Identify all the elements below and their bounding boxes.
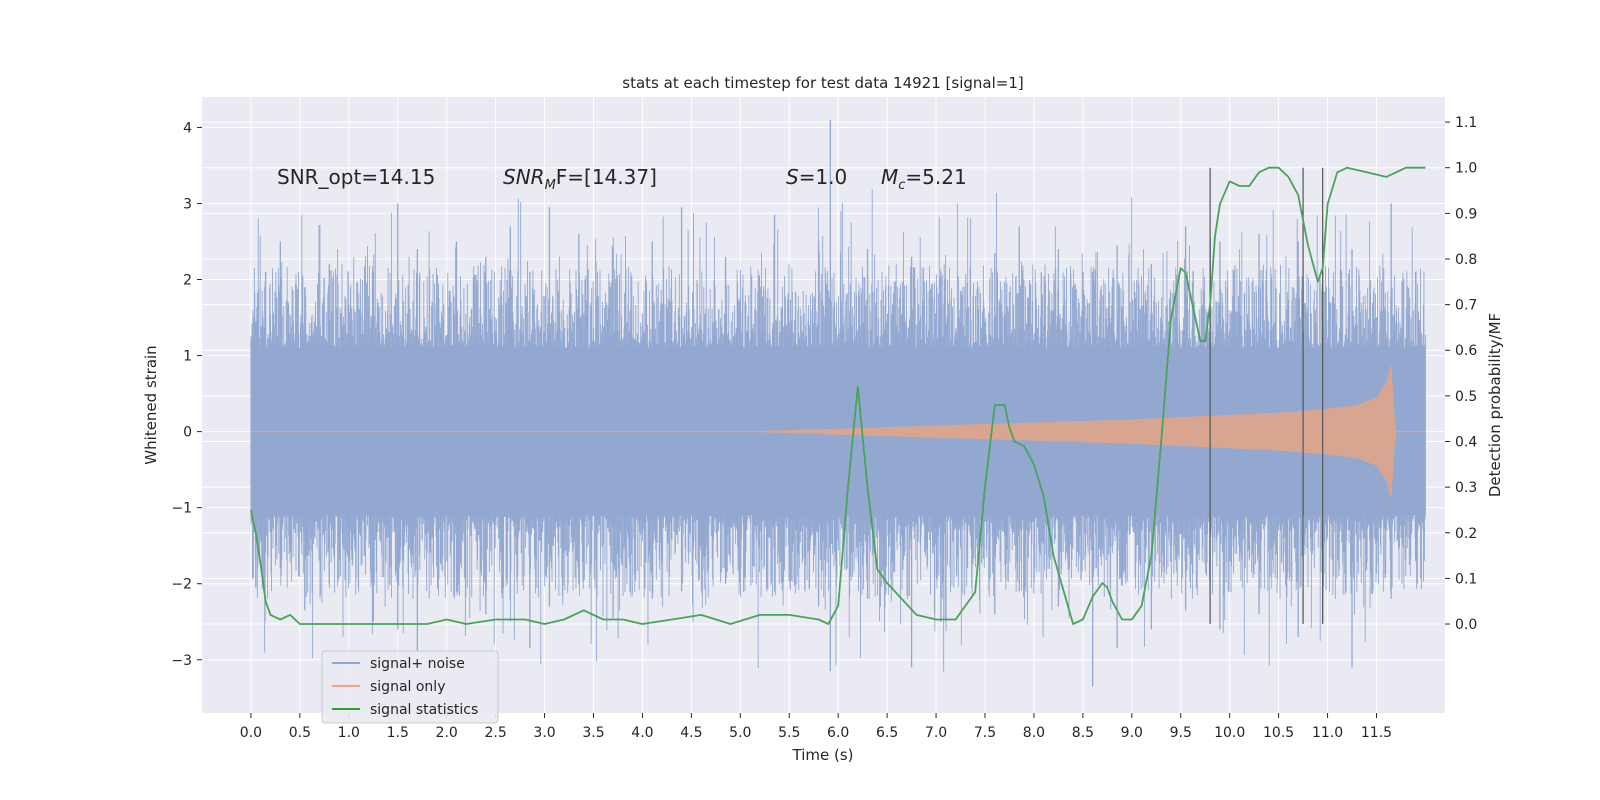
- chart-title: stats at each timestep for test data 149…: [622, 74, 1023, 92]
- y-right-tick-label-5: 0.5: [1455, 389, 1477, 405]
- x-tick-label-7: 3.5: [582, 725, 604, 741]
- series-signal-only: [250, 363, 1426, 501]
- mc-value: =5.21: [905, 165, 966, 189]
- x-tick-label-16: 8.0: [1023, 725, 1045, 741]
- mc-subscript: c: [898, 178, 905, 193]
- y-axis-label-right: Detection probability/MF: [1486, 313, 1504, 497]
- x-tick-label-21: 10.5: [1263, 725, 1294, 741]
- x-tick-label-13: 6.5: [876, 725, 898, 741]
- y-left-tick-label-0: −3: [171, 653, 192, 669]
- x-tick-label-17: 8.5: [1072, 725, 1094, 741]
- detection-markers: [1209, 167, 1324, 625]
- x-tick-label-11: 5.5: [778, 725, 800, 741]
- x-tick-label-12: 6.0: [827, 725, 849, 741]
- y-left-tick-label-6: 3: [183, 196, 192, 212]
- x-tick-label-3: 1.5: [387, 725, 409, 741]
- y-right-tick-label-8: 0.8: [1455, 252, 1477, 268]
- annotation-snr-opt: SNR_opt=14.15: [277, 165, 435, 189]
- x-tick-label-19: 9.5: [1170, 725, 1192, 741]
- s-value: =1.0: [799, 165, 848, 189]
- x-tick-label-23: 11.5: [1361, 725, 1392, 741]
- legend-label-signal: signal only: [370, 679, 445, 695]
- y-left-tick-label-2: −1: [171, 501, 192, 517]
- x-tick-label-8: 4.0: [631, 725, 653, 741]
- snr-mf-subscript: M: [545, 178, 556, 193]
- x-tick-label-14: 7.0: [925, 725, 947, 741]
- y-right-tick-label-7: 0.7: [1455, 298, 1477, 314]
- annotation-mc: Mc=5.21: [881, 165, 967, 193]
- s-symbol: S: [786, 165, 799, 189]
- y-right-tick-label-0: 0.0: [1455, 617, 1477, 633]
- y-right-tick-label-4: 0.4: [1455, 435, 1477, 451]
- y-right-tick-label-10: 1.0: [1455, 161, 1477, 177]
- x-axis-label: Time (s): [792, 746, 854, 764]
- y-axis-label-left: Whitened strain: [142, 345, 160, 464]
- legend-box: [321, 650, 499, 724]
- x-tick-label-10: 5.0: [729, 725, 751, 741]
- x-tick-label-9: 4.5: [680, 725, 702, 741]
- series-signal-statistics: [250, 166, 1426, 625]
- x-tick-label-22: 11.0: [1312, 725, 1343, 741]
- x-tick-label-18: 9.0: [1121, 725, 1143, 741]
- x-tick-label-20: 10.0: [1214, 725, 1245, 741]
- x-tick-label-4: 2.0: [436, 725, 458, 741]
- x-tick-label-1: 0.5: [289, 725, 311, 741]
- y-left-tick-label-3: 0: [183, 425, 192, 441]
- snr-mf-symbol: SNR: [503, 165, 545, 189]
- y-right-tick-label-3: 0.3: [1455, 480, 1477, 496]
- annotation-snr-mf: SNRMF=[14.37]: [503, 165, 657, 193]
- y-left-tick-label-4: 1: [183, 349, 192, 365]
- legend-label-noise: signal+ noise: [370, 656, 465, 672]
- x-tick-label-0: 0.0: [240, 725, 262, 741]
- legend: signal+ noise signal only signal statist…: [321, 650, 499, 724]
- annotation-s: S=1.0: [786, 165, 847, 189]
- y-right-tick-label-1: 0.1: [1455, 571, 1477, 587]
- y-right-tick-label-9: 0.9: [1455, 206, 1477, 222]
- signal-statistics-line: [250, 166, 1426, 625]
- legend-label-stats: signal statistics: [370, 702, 478, 718]
- x-tick-label-6: 3.0: [533, 725, 555, 741]
- y-right-tick-label-6: 0.6: [1455, 343, 1477, 359]
- x-tick-label-2: 1.0: [338, 725, 360, 741]
- x-tick-label-15: 7.5: [974, 725, 996, 741]
- mc-symbol: M: [881, 165, 898, 189]
- y-left-tick-label-7: 4: [183, 120, 192, 136]
- y-right-tick-label-2: 0.2: [1455, 526, 1477, 542]
- x-tick-label-5: 2.5: [484, 725, 506, 741]
- y-left-tick-label-5: 2: [183, 273, 192, 289]
- snr-mf-value: F=[14.37]: [556, 165, 657, 189]
- y-left-tick-label-1: −2: [171, 577, 192, 593]
- axis-ticks: 0.0 0.5 1.0 1.5 2.0 2.5 3.0 3.5 4.0 4.5 5.0 5.5 6.0 6…: [171, 115, 1477, 741]
- y-right-tick-label-11: 1.1: [1455, 115, 1477, 131]
